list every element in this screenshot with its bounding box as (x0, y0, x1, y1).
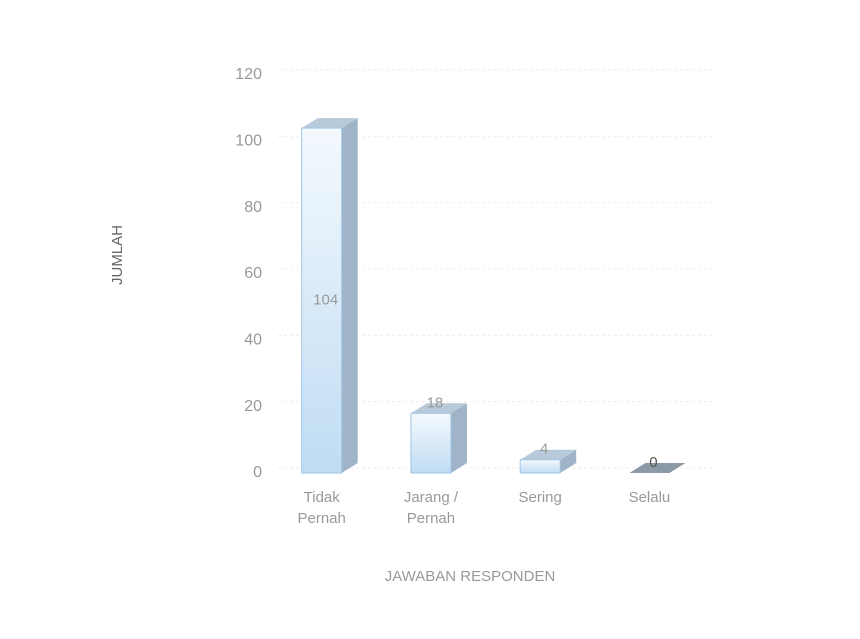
bar-side (341, 118, 358, 474)
y-tick-label: 120 (235, 66, 262, 83)
bar-top (410, 403, 467, 414)
data-label: 104 (313, 292, 338, 309)
bar-side (450, 403, 467, 473)
y-tick-label: 100 (235, 133, 262, 150)
x-axis-label: JAWABAN RESPONDEN (385, 568, 556, 585)
bar-top (301, 118, 358, 129)
bar (410, 403, 467, 474)
data-label: 0 (649, 454, 657, 471)
bar-side (560, 449, 577, 473)
bar-front (410, 412, 452, 474)
x-tick-label: Selalu (628, 489, 671, 506)
bar-face (629, 463, 686, 473)
x-tick-label: Tidak Pernah (297, 489, 346, 527)
x-tick-label: Sering (518, 489, 562, 506)
data-label: 4 (540, 441, 548, 458)
bar (629, 463, 686, 473)
y-tick-label: 40 (244, 332, 262, 349)
y-tick-label: 20 (244, 398, 262, 415)
bar (301, 118, 358, 474)
bar-front (519, 459, 561, 474)
bar (519, 449, 577, 474)
y-axis-label: JUMLAH (109, 225, 126, 285)
bar-front (301, 127, 343, 474)
y-tick-label: 80 (244, 199, 262, 216)
bar-top (520, 449, 577, 460)
y-tick-label: 0 (253, 464, 262, 481)
y-tick-label: 60 (244, 265, 262, 282)
x-tick-label: Jarang / Pernah (403, 489, 459, 527)
data-label: 18 (427, 394, 444, 411)
